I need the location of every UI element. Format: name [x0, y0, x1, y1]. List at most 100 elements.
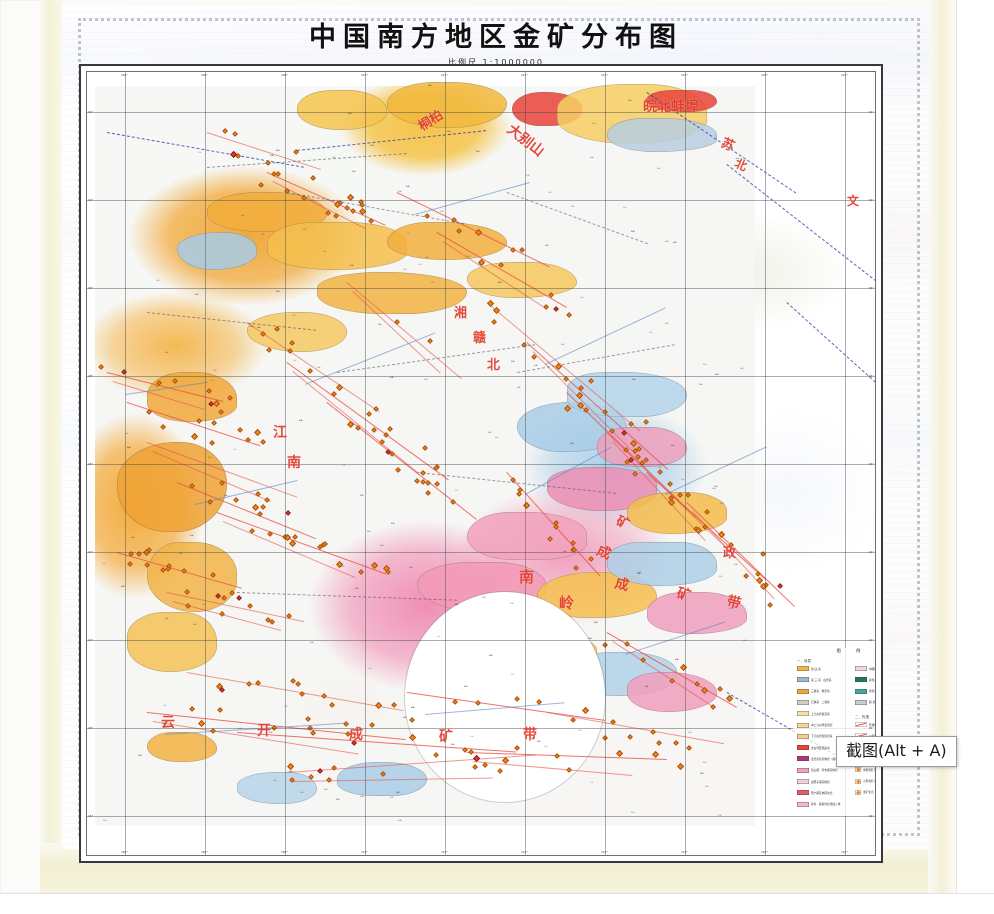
geology-unit	[267, 222, 407, 270]
legend-item: 第 三 系 · 白垩系	[797, 677, 832, 683]
fault-symbol-swatch	[855, 722, 867, 727]
place-name: ▪▪	[368, 667, 372, 670]
place-name: ▪▪	[638, 571, 642, 574]
geology-unit	[177, 232, 257, 270]
geology-color-swatch	[797, 779, 809, 784]
place-name: ▪▪	[665, 240, 669, 243]
page-margin-left	[40, 0, 64, 893]
place-name: ▪▪	[681, 478, 685, 481]
graticule-tick-label: 116°	[601, 73, 609, 77]
place-name: ▪▪	[590, 781, 594, 784]
place-name: ▪▪	[464, 685, 468, 688]
place-name: ▪▪	[440, 210, 444, 213]
legend-item-label: 基性 · 超基性岩浆侵入体	[811, 802, 841, 807]
graticule-tick-label: 28°	[88, 374, 94, 378]
legend-item-label: 太古界变质岩系	[811, 745, 830, 750]
region-label: 成	[349, 727, 363, 743]
place-name: ▪▪	[292, 314, 296, 317]
legend-item: 金矿化点	[855, 789, 874, 795]
place-name: ▪▪	[734, 563, 738, 566]
legend-item-label: 上元古界震旦系	[811, 711, 830, 716]
place-name: ▪▪	[578, 729, 582, 732]
place-name: ▪▪	[190, 534, 194, 537]
graticule-tick-label: 30°	[868, 286, 874, 290]
legend-item: 超 基 性 岩（橄榄岩 · 蛇纹岩）	[855, 699, 875, 705]
place-name: ▪▪	[270, 154, 274, 157]
place-name: ▪▪	[352, 170, 356, 173]
place-name: ▪▪	[714, 485, 718, 488]
place-name: ▪▪	[102, 562, 106, 565]
graticule-tick-label: 112°	[441, 73, 449, 77]
latitude-gridline	[87, 464, 875, 465]
graticule-tick-label: 18°	[88, 814, 94, 818]
place-name: ▪▪	[127, 446, 131, 449]
place-name: ▪▪	[729, 607, 733, 610]
place-name: ▪▪	[348, 112, 352, 115]
place-name: ▪▪	[195, 293, 199, 296]
place-name: ▪▪	[411, 706, 415, 709]
legend-section-header: 一、地层	[797, 659, 812, 663]
geology-color-swatch	[797, 767, 809, 773]
place-name: ▪▪	[398, 819, 402, 822]
place-name: ▪▪	[210, 379, 214, 382]
place-name: ▪▪	[238, 727, 242, 730]
place-name: ▪▪	[718, 814, 722, 817]
graticule-tick-label: 22°	[88, 638, 94, 642]
place-name: ▪▪	[165, 617, 169, 620]
legend-title: 图 例	[836, 648, 868, 653]
place-name: ▪▪	[355, 587, 359, 590]
graticule-tick-label: 20°	[868, 726, 874, 730]
legend-item: 三叠系 · 侏罗系	[797, 688, 830, 694]
place-name: ▪▪	[293, 359, 297, 362]
place-name: ▪▪	[350, 264, 354, 267]
legend-item: 太古界变质岩系	[797, 745, 830, 751]
legend-item-label: 混合岩化花岗岩（超单元）	[811, 756, 844, 761]
region-label: 南	[287, 455, 301, 471]
geology-unit	[147, 732, 217, 762]
place-name: ▪▪	[511, 360, 515, 363]
place-name: ▪▪	[261, 233, 265, 236]
geology-color-swatch	[855, 688, 867, 694]
place-name: ▪▪	[743, 639, 747, 642]
longitude-gridline	[365, 72, 366, 855]
place-name: ▪▪	[657, 167, 661, 170]
place-name: ▪▪	[658, 466, 662, 469]
graticule-tick-label: 26°	[88, 462, 94, 466]
region-label: 北	[487, 358, 501, 373]
geology-color-swatch	[797, 666, 809, 671]
legend-item-label: 第 三 系 · 白垩系	[811, 677, 832, 682]
graticule-tick-label: 108°	[281, 850, 289, 854]
graticule-tick-label: 116°	[601, 850, 609, 854]
place-name: ▪▪	[241, 214, 245, 217]
latitude-gridline	[87, 112, 875, 113]
geology-color-swatch	[797, 711, 809, 717]
graticule-tick-label: 110°	[361, 73, 369, 77]
place-name: ▪▪	[534, 364, 538, 367]
place-name: ▪▪	[332, 156, 336, 159]
place-name: ▪▪	[688, 731, 692, 734]
place-name: ▪▪	[103, 819, 107, 822]
place-name: ▪▪	[156, 279, 160, 282]
graticule-tick-label: 24°	[88, 550, 94, 554]
place-name: ▪▪	[406, 232, 410, 235]
map-canvas[interactable]: 桐柏 大别山 皖北蚌埠苏北文湘赣北江南成矿南岭成矿带政云开成矿带 ▪▪ ▪▪ ▪▪ ▪▪ ▪…	[87, 72, 875, 855]
place-name: ▪▪	[645, 685, 649, 688]
graticule-tick-label: 34°	[868, 110, 874, 114]
geology-unit	[387, 222, 507, 260]
place-name: ▪▪	[121, 585, 125, 588]
geology-color-swatch	[797, 756, 809, 762]
legend-item: 中型金矿床（点）	[855, 767, 875, 773]
graticule-tick-label: 120°	[761, 850, 769, 854]
legend-item: 中酸性火山岩系	[855, 666, 875, 671]
place-name: ▪▪	[193, 623, 197, 626]
place-name: ▪▪	[705, 785, 709, 788]
place-name: ▪▪	[370, 144, 374, 147]
geology-color-swatch	[797, 699, 809, 705]
place-name: ▪▪	[671, 444, 675, 447]
place-name: ▪▪	[740, 367, 744, 370]
place-name: ▪▪	[336, 798, 340, 801]
graticule-tick-label: 32°	[88, 198, 94, 202]
place-name: ▪▪	[570, 442, 574, 445]
graticule-tick-label: 18°	[868, 814, 874, 818]
